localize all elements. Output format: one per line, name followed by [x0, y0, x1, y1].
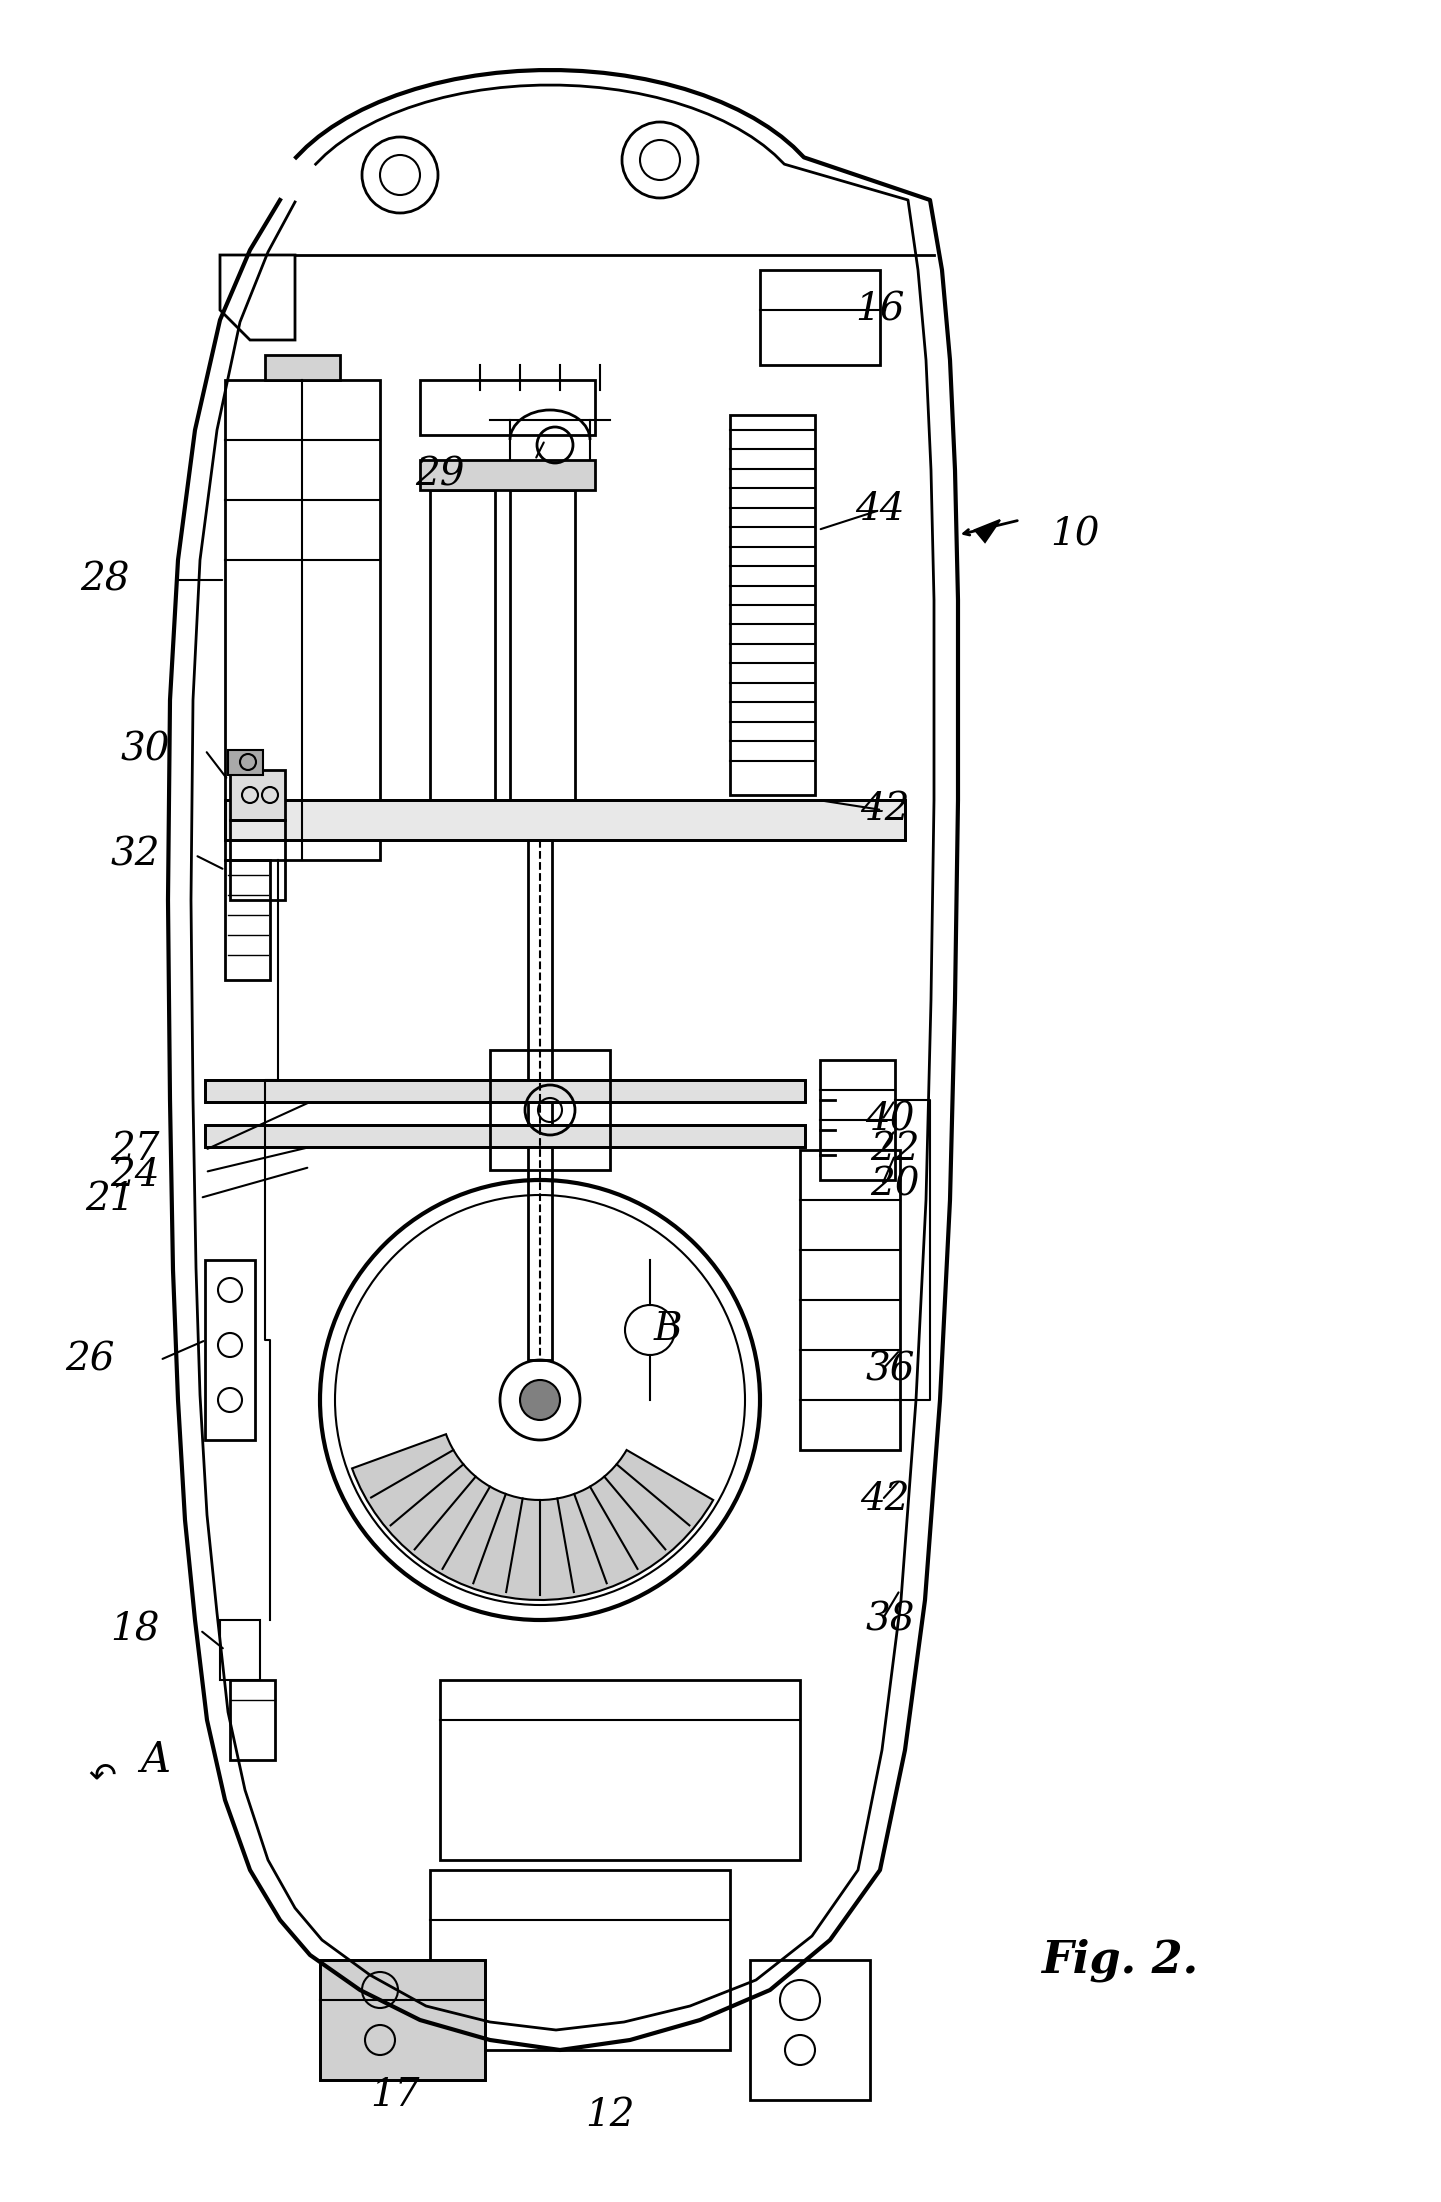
Polygon shape — [976, 520, 1000, 542]
Text: 18: 18 — [111, 1612, 160, 1649]
Bar — [228, 751, 264, 775]
Circle shape — [520, 1381, 561, 1420]
Bar — [510, 491, 575, 799]
Bar — [225, 799, 905, 839]
Bar — [800, 1149, 901, 1449]
Text: 27: 27 — [111, 1132, 160, 1169]
Bar — [231, 819, 285, 901]
Text: 42: 42 — [860, 791, 909, 828]
Bar — [527, 839, 552, 1361]
Text: 44: 44 — [856, 491, 905, 528]
Bar — [320, 1960, 486, 2081]
Bar — [419, 460, 595, 491]
Text: 10: 10 — [1050, 517, 1099, 553]
Bar — [429, 1869, 731, 2050]
Bar — [440, 1680, 800, 1861]
Bar — [205, 1079, 806, 1101]
Bar — [429, 491, 496, 799]
Bar — [759, 271, 880, 366]
Bar — [419, 381, 595, 436]
Bar — [205, 1260, 255, 1440]
Bar — [490, 1050, 610, 1169]
Bar — [205, 1125, 806, 1147]
Text: 40: 40 — [865, 1101, 915, 1138]
Text: 28: 28 — [81, 562, 130, 599]
Bar — [225, 799, 905, 839]
Bar — [265, 355, 340, 381]
Text: 26: 26 — [65, 1341, 115, 1378]
Text: 29: 29 — [415, 456, 465, 493]
Text: 20: 20 — [870, 1167, 919, 1204]
Bar — [205, 1079, 806, 1101]
Wedge shape — [352, 1434, 713, 1601]
Bar — [320, 1960, 486, 2081]
Text: 21: 21 — [85, 1182, 135, 1218]
Text: 36: 36 — [865, 1352, 915, 1389]
Bar — [450, 469, 476, 491]
Text: Fig. 2.: Fig. 2. — [1042, 1938, 1199, 1982]
Bar — [820, 1059, 895, 1180]
Bar — [225, 381, 380, 861]
Bar — [220, 1621, 259, 1680]
Text: 24: 24 — [111, 1156, 160, 1193]
Bar — [731, 414, 816, 795]
Text: $\curvearrowleft$: $\curvearrowleft$ — [82, 1759, 118, 1792]
Bar — [231, 1680, 275, 1759]
Bar — [749, 1960, 870, 2101]
Text: B: B — [654, 1312, 682, 1348]
Text: 42: 42 — [860, 1482, 909, 1519]
Text: 17: 17 — [370, 2076, 419, 2114]
Bar — [205, 1125, 806, 1147]
Text: 38: 38 — [865, 1601, 915, 1638]
Text: 22: 22 — [870, 1132, 919, 1169]
Text: 30: 30 — [120, 731, 170, 768]
Polygon shape — [220, 255, 295, 339]
Text: A: A — [140, 1740, 170, 1781]
Text: 12: 12 — [585, 2096, 634, 2134]
Bar — [231, 771, 285, 819]
Bar — [530, 469, 555, 491]
Text: 16: 16 — [856, 291, 905, 328]
Text: 32: 32 — [111, 837, 160, 874]
Bar — [225, 861, 269, 980]
